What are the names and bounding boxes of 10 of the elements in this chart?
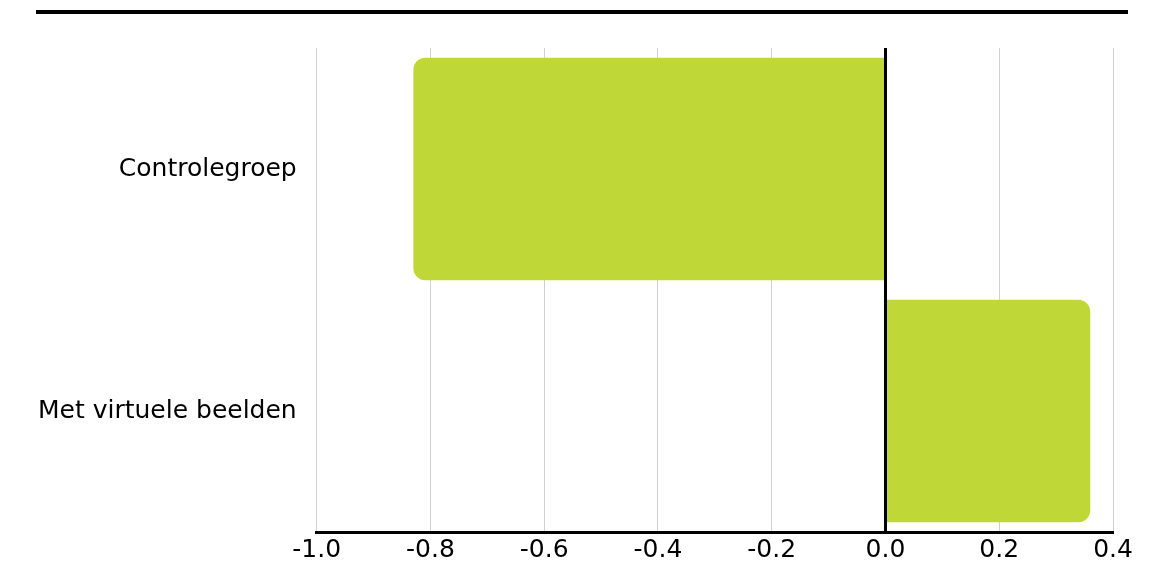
y-tick-label: Controlegroep (118, 152, 297, 182)
x-tick-label: -0.2 (747, 533, 797, 563)
x-tick-label: 0.0 (865, 533, 906, 563)
x-tick-label: -1.0 (292, 533, 342, 563)
x-tick-label: -0.4 (633, 533, 683, 563)
x-tick-label: -0.6 (519, 533, 569, 563)
x-tick-label: 0.4 (1093, 533, 1133, 563)
x-tick-label: 0.2 (979, 533, 1020, 563)
y-tick-label: Met virtuele beelden (37, 394, 297, 424)
x-tick-label: -0.8 (406, 533, 455, 563)
